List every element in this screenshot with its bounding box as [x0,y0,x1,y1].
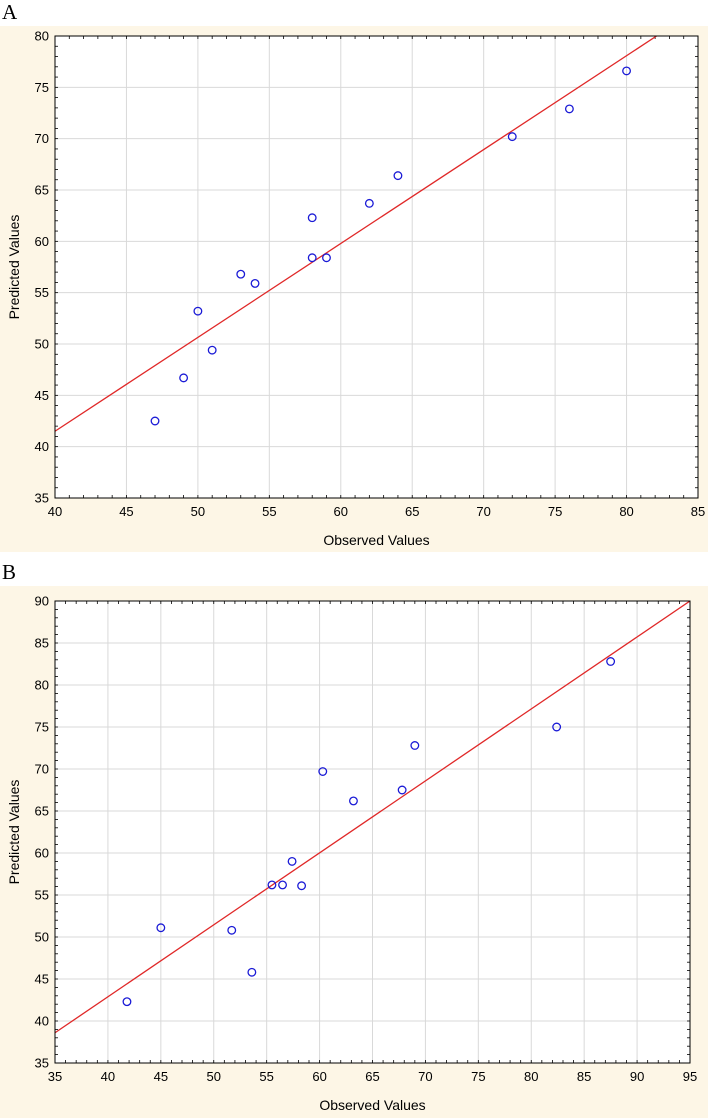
fit-line [55,601,690,1034]
x-tick-label: 70 [476,504,490,519]
y-tick-label: 80 [35,678,49,693]
y-tick-label: 55 [35,285,49,300]
x-tick-label: 80 [524,1069,538,1084]
data-point [236,269,246,279]
x-tick-label: 40 [101,1069,115,1084]
x-tick-label: 35 [48,1069,62,1084]
y-tick-label: 75 [35,720,49,735]
data-point [307,253,317,263]
x-tick-label: 70 [418,1069,432,1084]
x-axis-title: Observed Values [319,1097,425,1113]
data-point [364,198,374,208]
data-point [250,278,260,288]
x-tick-label: 50 [207,1069,221,1084]
y-tick-label: 50 [35,930,49,945]
y-tick-label: 75 [35,80,49,95]
y-tick-label: 60 [35,234,49,249]
x-tick-label: 55 [259,1069,273,1084]
chart-b: 35 40 45 50 55 60 65 70 75 80 85 90 95 35 40 45 50 55 60 65… [6,594,697,1114]
data-point [322,253,331,263]
y-tick-label: 45 [35,388,49,403]
data-point [410,741,420,750]
chart-a: 40 45 50 55 60 65 70 75 80 8535404550556065707580… [6,29,705,549]
data-point [156,923,166,933]
y-tick-label: 45 [35,972,49,987]
x-tick-label: 45 [119,504,133,519]
data-point [287,856,297,866]
data-point [297,881,307,891]
x-axis-title: Observed Values [323,532,429,548]
x-tick-label: 90 [630,1069,644,1084]
y-tick-label: 35 [35,491,49,506]
data-point [227,925,237,935]
data-point [267,880,277,890]
data-point [552,722,562,732]
x-tick-label: 75 [548,504,562,519]
y-tick-label: 35 [35,1056,49,1071]
data-point [179,373,189,383]
y-tick-label: 85 [35,636,49,651]
x-tick-label: 75 [471,1069,485,1084]
y-tick-label: 65 [35,183,49,198]
y-tick-label: 55 [35,888,49,903]
x-tick-label: 45 [154,1069,168,1084]
y-tick-label: 70 [35,762,49,777]
data-point [507,132,517,142]
data-point [122,997,132,1007]
y-tick-label: 60 [35,846,49,861]
panel-label-a: A [2,0,18,24]
y-tick-label: 40 [35,1014,49,1029]
x-tick-label: 60 [334,504,348,519]
plot-frame-a [54,35,699,499]
data-point [193,306,203,316]
x-tick-label: 50 [191,504,205,519]
data-point [307,213,317,223]
data-point [393,171,403,181]
data-point [622,66,632,76]
x-tick-label: 85 [577,1069,591,1084]
x-tick-label: 40 [48,504,62,519]
x-tick-label: 95 [683,1069,697,1084]
y-tick-label: 40 [35,439,49,454]
y-tick-label: 90 [35,594,49,609]
x-tick-label: 65 [405,504,419,519]
y-tick-label: 50 [35,337,49,352]
plot-area-a [55,36,698,498]
data-point [318,767,328,776]
y-tick-label: 80 [35,29,49,44]
x-tick-label: 60 [312,1069,326,1084]
x-tick-label: 55 [262,504,276,519]
x-tick-label: 65 [365,1069,379,1084]
data-point [606,657,616,666]
y-axis-title: Predicted Values [6,780,22,885]
data-point [349,796,358,806]
data-point [207,345,217,355]
data-point [397,785,407,795]
y-axis-title: Predicted Values [6,215,22,320]
plot-frame-b [54,600,691,1064]
data-point [150,416,160,426]
data-point [564,104,574,114]
data-point [247,967,257,977]
y-tick-label: 70 [35,131,49,146]
y-tick-label: 65 [35,804,49,819]
panel-label-b: B [2,560,17,584]
x-tick-label: 80 [619,504,633,519]
x-tick-label: 85 [691,504,705,519]
fit-line [55,36,657,432]
data-point [278,880,287,890]
